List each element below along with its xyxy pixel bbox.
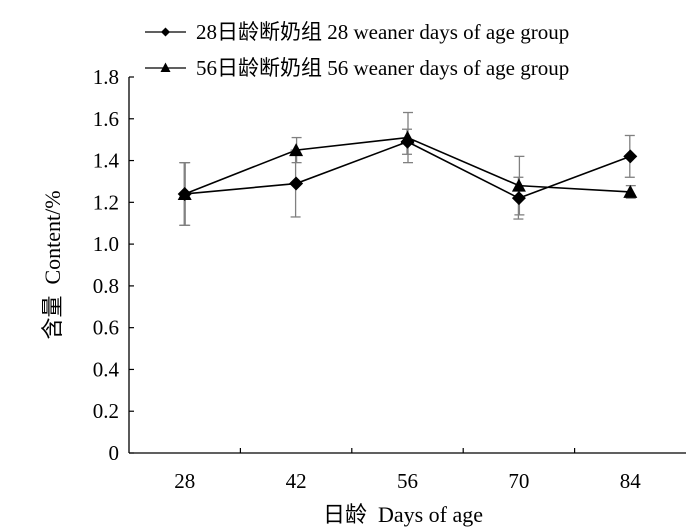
y-axis-label: 含量 Content/%	[40, 190, 65, 339]
x-tick-label: 28	[174, 469, 195, 493]
y-tick-label: 1.8	[93, 65, 119, 89]
x-tick-label: 42	[286, 469, 307, 493]
triangle-marker	[511, 178, 526, 192]
y-tick-label: 0	[109, 441, 120, 465]
diamond-marker	[511, 191, 526, 206]
y-axis-ticks: 0 0.2 0.4 0.6 0.8 1.0 1.2 1.4 1.6 1.8	[93, 65, 134, 465]
diamond-marker	[289, 176, 304, 191]
x-tick-label: 56	[397, 469, 418, 493]
legend-label-1: 28日龄断奶组 28 weaner days of age group	[196, 20, 569, 44]
x-tick-label: 84	[620, 469, 642, 493]
legend-item-series-2: 56日龄断奶组 56 weaner days of age group	[145, 56, 569, 80]
y-tick-label: 1.4	[93, 149, 120, 173]
legend-diamond-marker	[161, 27, 170, 37]
y-tick-label: 0.6	[93, 316, 119, 340]
series-layer	[177, 111, 638, 226]
triangle-marker	[400, 130, 415, 144]
plot-area	[128, 77, 686, 454]
y-tick-label: 0.4	[93, 357, 120, 381]
y-tick-label: 0.8	[93, 274, 119, 298]
x-axis-ticks: 28 42 56 70 84	[174, 448, 641, 493]
y-tick-label: 0.2	[93, 399, 119, 423]
y-tick-label: 1.6	[93, 107, 119, 131]
x-tick-label: 70	[508, 469, 529, 493]
triangle-marker	[177, 186, 192, 200]
x-axis-label: 日龄 Days of age	[323, 502, 483, 527]
diamond-marker	[623, 149, 638, 164]
legend-item-series-1: 28日龄断奶组 28 weaner days of age group	[145, 20, 569, 44]
legend-label-2: 56日龄断奶组 56 weaner days of age group	[196, 56, 569, 80]
triangle-marker	[289, 143, 304, 157]
y-tick-label: 1.0	[93, 232, 119, 256]
triangle-marker	[623, 184, 638, 198]
legend-triangle-marker	[160, 62, 171, 72]
legend: 28日龄断奶组 28 weaner days of age group 56日龄…	[145, 20, 569, 80]
y-tick-label: 1.2	[93, 190, 119, 214]
